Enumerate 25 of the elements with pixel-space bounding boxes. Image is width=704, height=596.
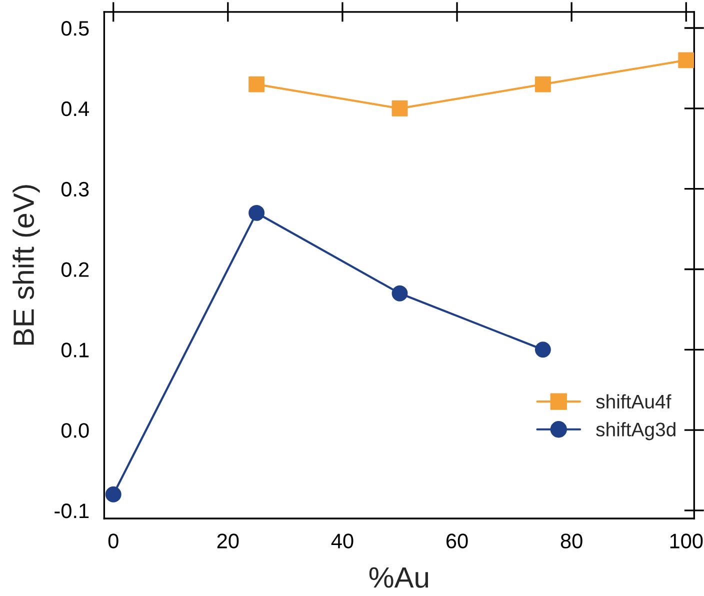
- x-axis-title: %Au: [369, 567, 428, 588]
- y-tick-label: 0.3: [61, 182, 89, 197]
- point: [534, 342, 551, 358]
- point: [392, 100, 408, 116]
- x-tick-label: 0: [108, 534, 118, 548]
- y-tick-label: 0.2: [61, 262, 89, 277]
- y-tick-label: -0.1: [54, 503, 89, 518]
- y-tick-label: 0.5: [61, 21, 89, 36]
- x-tick-label: 20: [217, 534, 239, 548]
- x-tick-label: 40: [331, 534, 354, 548]
- y-tick-label: 0.1: [61, 342, 89, 358]
- legend-label: shiftAu4f: [596, 394, 672, 409]
- x-tick-label: 60: [446, 534, 468, 548]
- y-tick-label: 0.4: [61, 101, 89, 116]
- point: [534, 76, 551, 92]
- legend-label: shiftAg3d: [596, 422, 676, 440]
- point: [105, 486, 122, 502]
- y-tick-label: 0.0: [61, 423, 89, 438]
- point: [678, 52, 694, 68]
- x-tick-label: 80: [560, 534, 582, 548]
- point: [392, 285, 408, 302]
- point: [248, 76, 265, 92]
- point: [248, 204, 265, 221]
- y-axis-title: BE shift (eV): [12, 185, 40, 345]
- x-tick-label: 100: [670, 534, 703, 548]
